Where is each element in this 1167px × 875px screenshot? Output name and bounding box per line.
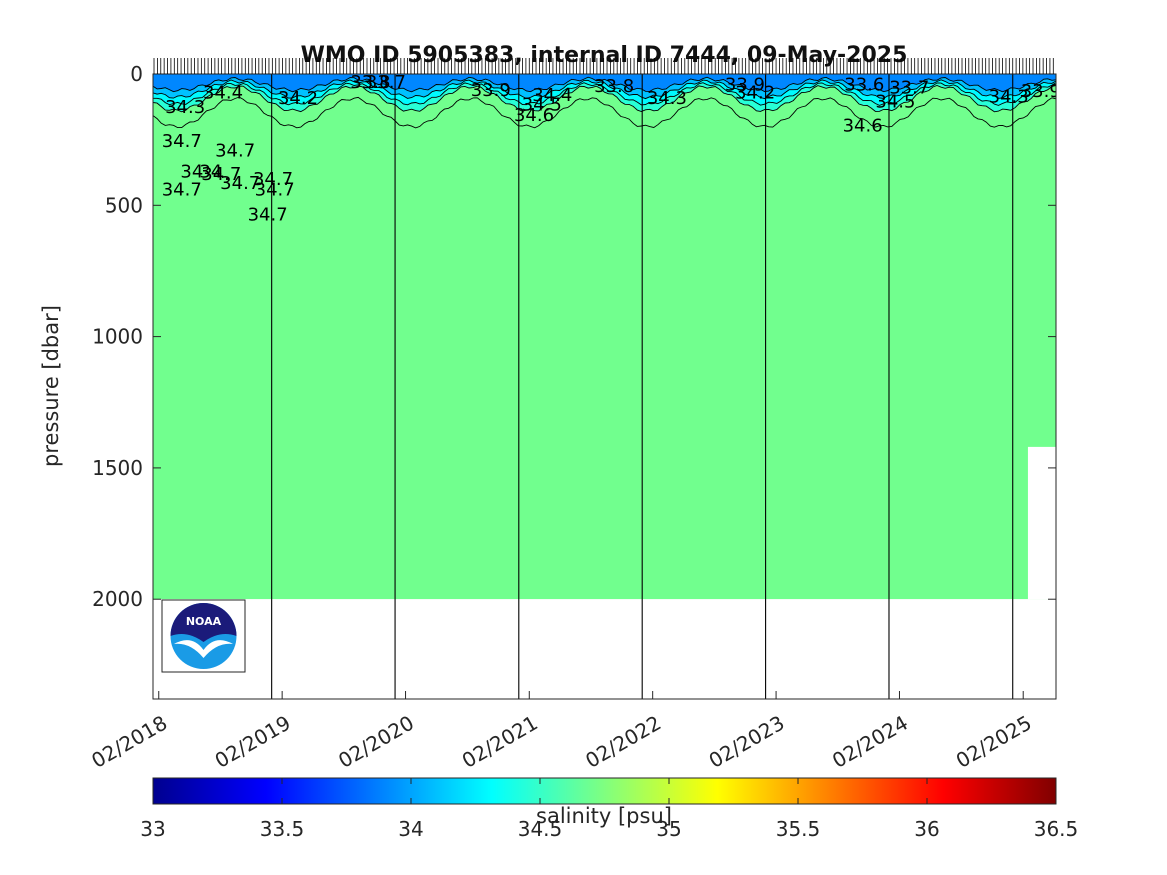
- contour-line-2: [153, 82, 1056, 106]
- contour-label-15: 33.9: [471, 80, 511, 101]
- colorbar-tick-label-5: 35.5: [776, 817, 821, 841]
- y-tick-label-2: 1000: [92, 325, 143, 349]
- contour-line-3: [153, 85, 1056, 113]
- colorbar: [152, 777, 1057, 805]
- contour-label-28: 33.9: [1021, 81, 1061, 102]
- contour-label-9: 34.7: [220, 173, 260, 194]
- no-data-region: [153, 599, 1056, 699]
- y-tick-label-0: 0: [130, 62, 143, 86]
- colorbar-tick-label-1: 33.5: [260, 817, 305, 841]
- x-axis: 02/2018 02/2019 02/2020 02/2021 02/2022 02/20…: [87, 691, 1036, 773]
- contour-label-3: 34.7: [162, 131, 202, 152]
- data-gaps: [153, 446, 1056, 699]
- surface-band-3: [153, 74, 1056, 92]
- contour-label-14: 33.7: [366, 72, 406, 93]
- colorbar-tick-label-4: 35: [656, 817, 681, 841]
- x-tick-label-6: 02/2024: [828, 711, 912, 773]
- x-tick-label-7: 02/2025: [952, 711, 1036, 773]
- contour-line-4: [153, 96, 1056, 129]
- x-tick-label-1: 02/2019: [211, 711, 295, 773]
- y-axis-label: pressure [dbar]: [39, 305, 63, 467]
- contour-label-22: 34.2: [735, 83, 775, 104]
- colorbar-ticks: 33 33.5 34 34.5 35 35.5 36 36.5: [140, 778, 1078, 841]
- svg-text:NOAA: NOAA: [186, 615, 222, 628]
- contour-label-21: 33.9: [725, 75, 765, 96]
- plot-frame: [152, 73, 1057, 700]
- contour-label-5: 34: [180, 161, 203, 182]
- contour-label-18: 34.6: [514, 105, 554, 126]
- contour-label-25: 34.5: [875, 92, 915, 113]
- contour-label-20: 34.3: [647, 88, 687, 109]
- contour-label-23: 33.6: [844, 75, 884, 96]
- y-axis: 0 500 1000 1500 2000: [92, 62, 1056, 611]
- no-data-region-recent: [1027, 446, 1056, 600]
- colorbar-tick-label-3: 34.5: [518, 817, 563, 841]
- colorbar-tick-label-7: 36.5: [1034, 817, 1079, 841]
- contour-line-0: [153, 76, 1056, 93]
- noaa-logo: NOAA: [161, 599, 246, 673]
- colorbar-tick-label-2: 34: [398, 817, 423, 841]
- x-tick-label-3: 02/2021: [458, 711, 542, 773]
- deep-water-fill: [153, 74, 1056, 600]
- contour-label-11: 34.7: [255, 180, 295, 201]
- contour-label-4: 34.7: [215, 140, 255, 161]
- contour-label-2: 34.2: [278, 88, 318, 109]
- contour-label-10: 34.7: [162, 180, 202, 201]
- contour-lines: [153, 76, 1056, 129]
- colorbar-tick-label-0: 33: [140, 817, 165, 841]
- x-tick-label-5: 02/2023: [705, 711, 789, 773]
- y-tick-label-1: 500: [105, 193, 143, 217]
- y-tick-label-3: 1500: [92, 456, 143, 480]
- contour-label-13: 33.8: [350, 72, 390, 93]
- contour-label-17: 34.5: [522, 94, 562, 115]
- x-tick-label-4: 02/2022: [581, 711, 665, 773]
- contour-label-1: 34.3: [165, 97, 205, 118]
- contour-label-12: 34.7: [248, 205, 288, 226]
- x-tick-label-0: 02/2018: [87, 711, 171, 773]
- contour-label-7: 34.7: [201, 164, 241, 185]
- contour-label-26: 34.6: [843, 115, 883, 136]
- year-boundaries: [271, 74, 1014, 699]
- contour-label-19: 33.8: [594, 76, 634, 97]
- contour-label-0: 34.4: [203, 83, 243, 104]
- contour-label-24: 33.7: [889, 77, 929, 98]
- colorbar-label: salinity [psu]: [536, 804, 672, 828]
- y-tick-label-4: 2000: [92, 587, 143, 611]
- colorbar-tick-label-6: 36: [914, 817, 939, 841]
- contour-label-8: 34.7: [253, 169, 293, 190]
- contour-line-1: [153, 79, 1056, 100]
- x-tick-label-2: 02/2020: [334, 711, 418, 773]
- contour-label-27: 34.3: [989, 86, 1029, 107]
- contour-label-16: 34.4: [532, 85, 572, 106]
- profile-ticks: [153, 58, 1054, 74]
- contour-label-6: 34: [199, 161, 222, 182]
